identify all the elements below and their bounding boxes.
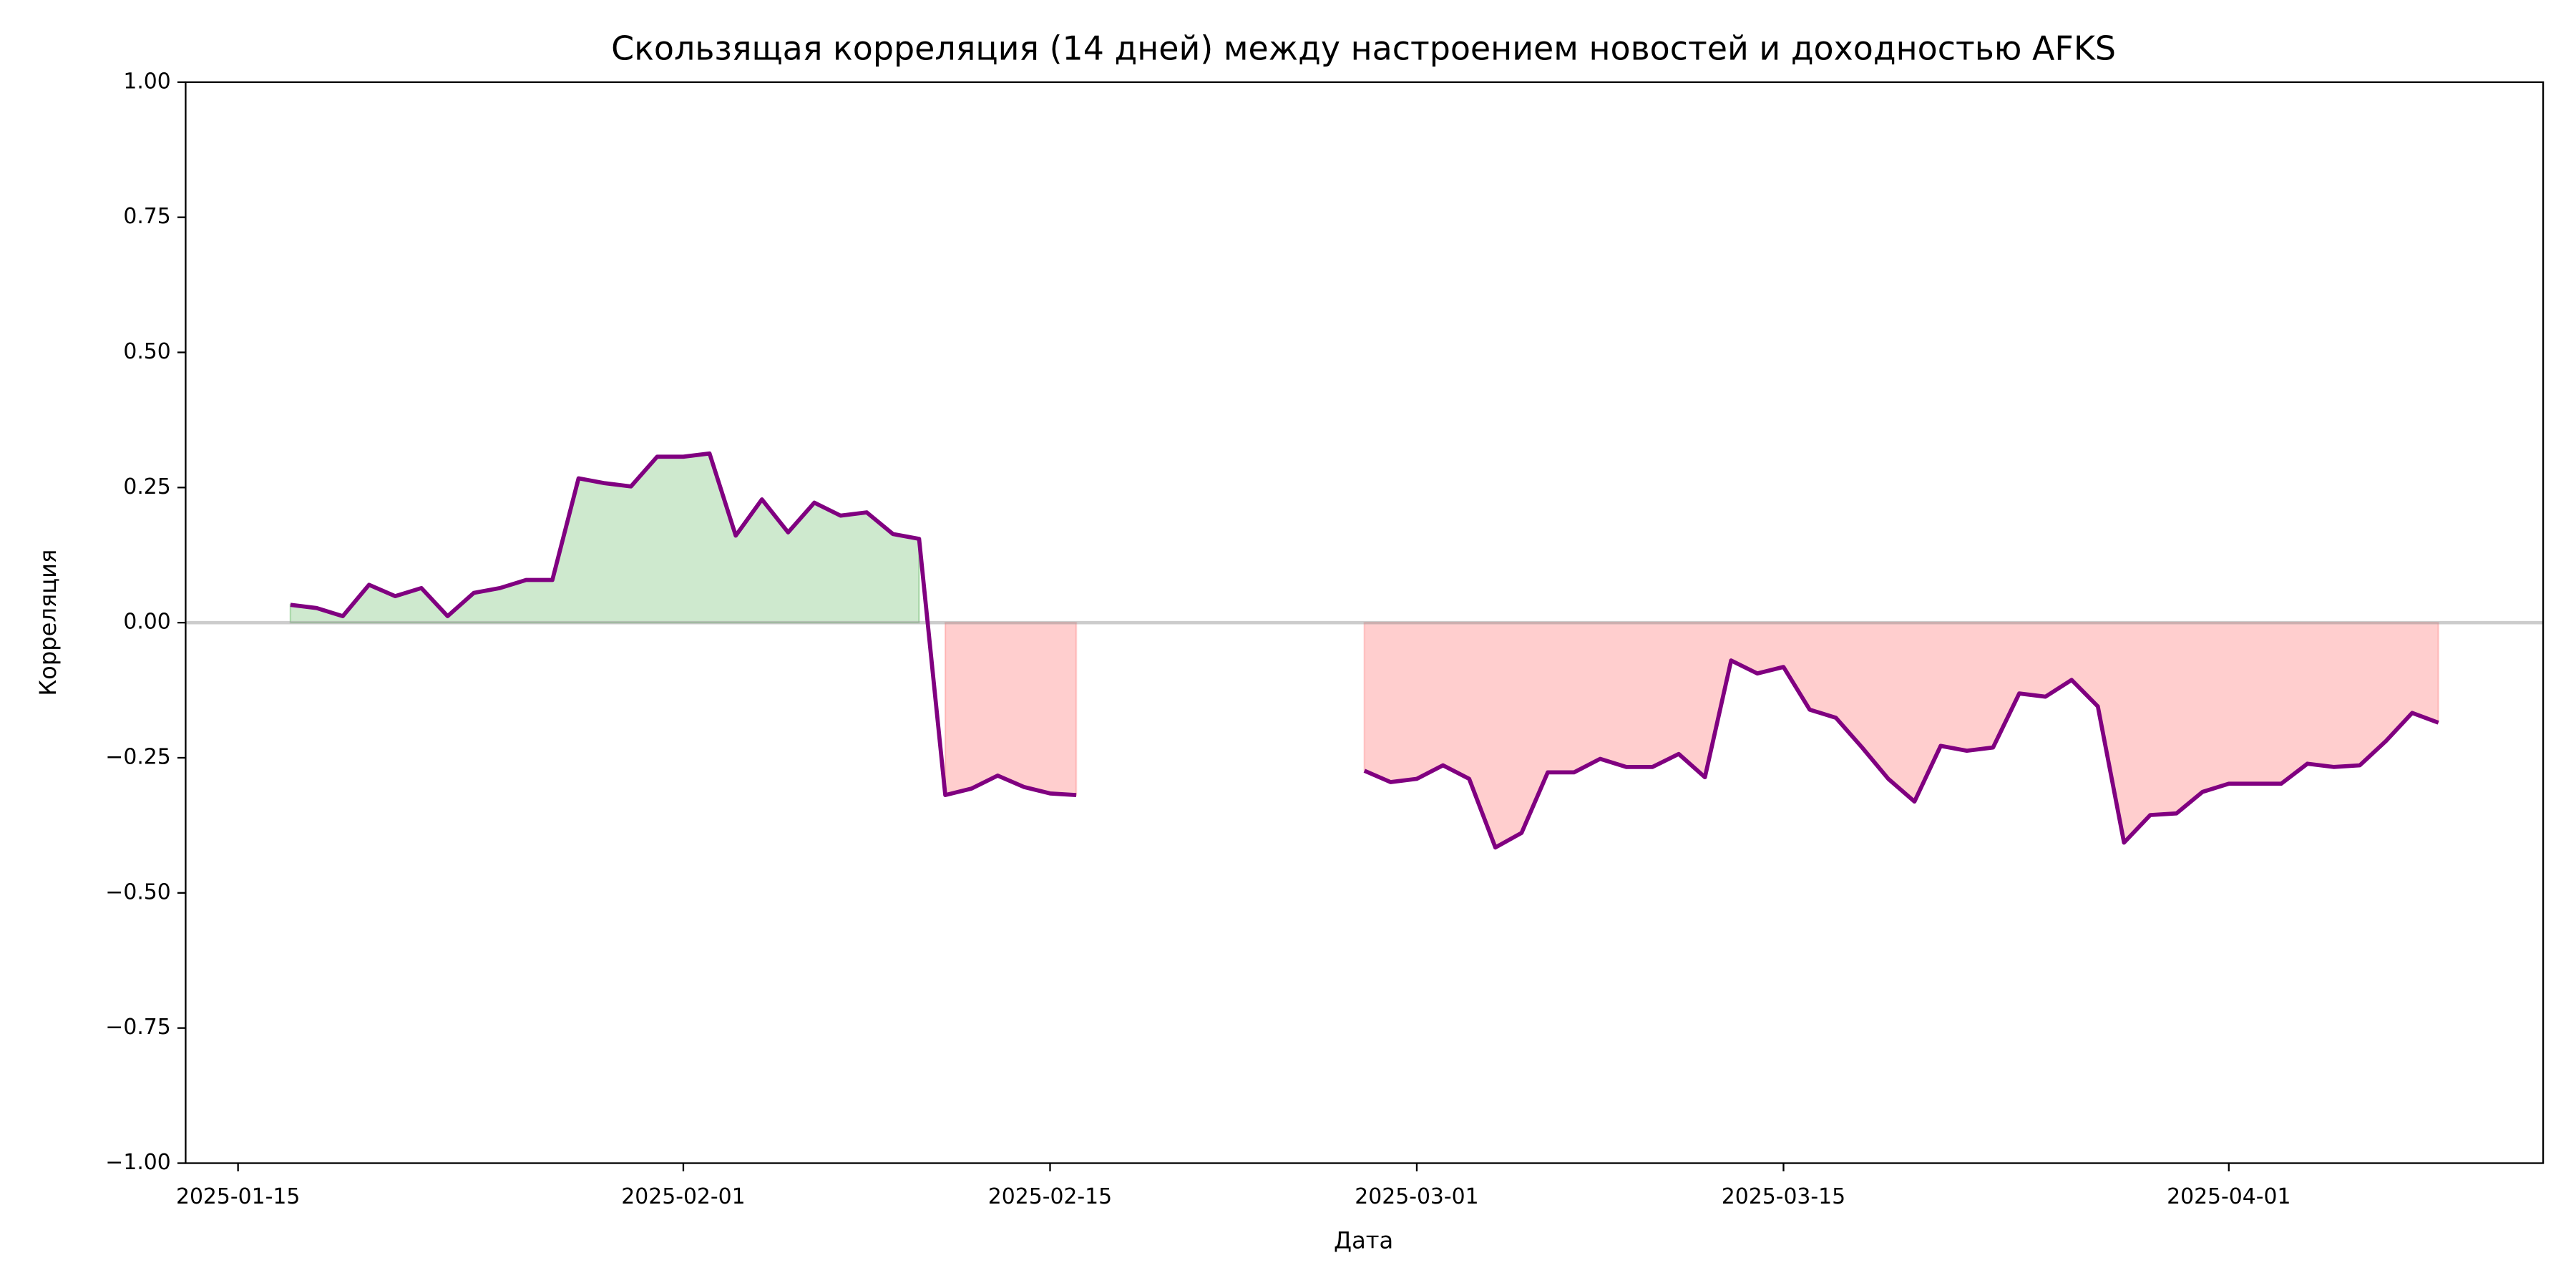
y-tick-label: 0.50: [123, 339, 170, 364]
y-axis-label: Корреляция: [34, 550, 62, 696]
y-tick-label: 0.75: [123, 204, 170, 229]
y-tick-label: −0.75: [105, 1015, 170, 1040]
y-tick-label: 0.00: [123, 610, 170, 635]
y-tick-label: −0.50: [105, 879, 170, 904]
x-tick-label: 2025-03-01: [1355, 1184, 1478, 1209]
y-tick-label: −0.25: [105, 744, 170, 769]
negative-area: [944, 622, 1078, 796]
x-tick-label: 2025-03-15: [1722, 1184, 1845, 1209]
x-tick-label: 2025-04-01: [2167, 1184, 2290, 1209]
chart-title: Скользящая корреляция (14 дней) между на…: [611, 29, 2116, 68]
y-tick-label: 1.00: [123, 69, 170, 94]
y-tick-label: 0.25: [123, 474, 170, 499]
x-tick-label: 2025-01-15: [176, 1184, 300, 1209]
x-tick-label: 2025-02-15: [988, 1184, 1112, 1209]
x-tick-label: 2025-02-01: [621, 1184, 745, 1209]
x-axis-label: Дата: [1334, 1227, 1393, 1254]
plot-frame: [185, 81, 2545, 1164]
correlation-line: [290, 451, 2439, 850]
y-tick-label: −1.00: [105, 1150, 170, 1175]
